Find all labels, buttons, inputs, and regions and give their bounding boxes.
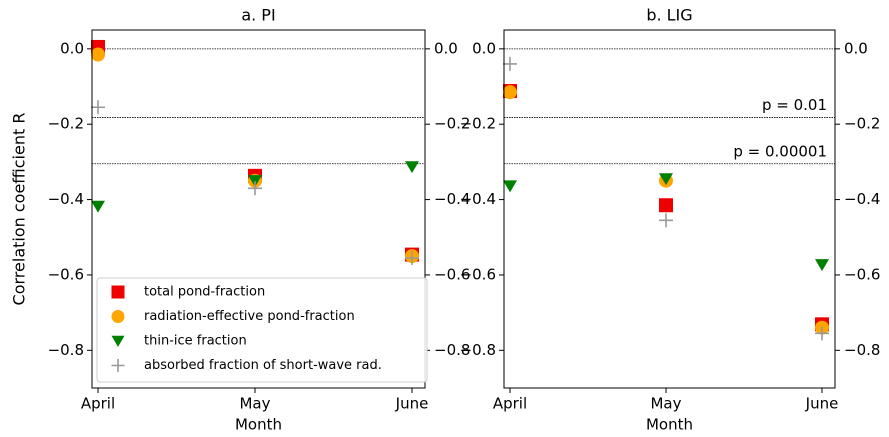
y-tick-label: −0.4 [48,190,84,208]
marker-plus [405,250,419,265]
x-tick-label: April [81,395,115,413]
y2-tick-label: −0.8 [434,341,470,359]
marker-plus [815,326,829,341]
panel-title: a. PI [241,6,275,25]
legend-label: thin-ice fraction [144,334,247,349]
y-tick-label: 0.0 [472,39,496,57]
y2-tick-label: −0.6 [434,265,470,283]
y-axis-label: Correlation coefficient R [10,113,29,306]
marker-triangle [111,335,125,347]
y2-tick-label: −0.4 [844,190,880,208]
x-axis-label: Month [235,416,282,434]
legend-box [96,277,428,383]
marker-triangle [815,259,829,272]
marker-triangle [659,173,673,186]
y-tick-label: −0.8 [460,341,496,359]
legend: total pond-fraction radiation-effective p… [96,277,428,383]
axes-frame [91,29,426,389]
y-tick-label: −0.4 [460,190,496,208]
x-axis-label: Month [646,416,693,434]
y2-tick-label: 0.0 [434,39,458,57]
marker-plus [659,213,673,228]
y2-tick-label: −0.8 [844,341,880,359]
panel-title: b. LIG [646,6,692,25]
marker-circle [503,85,517,100]
marker-plus [111,359,125,372]
marker-triangle [248,175,262,188]
legend-label: radiation-effective pond-fraction [144,309,355,324]
y2-tick-label: −0.2 [844,115,880,133]
marker-plus [91,100,105,115]
y-tick-label: −0.6 [460,265,496,283]
legend-label: absorbed fraction of short-wave rad. [144,358,382,373]
marker-square [659,198,673,213]
marker-plus [503,56,517,71]
x-tick-label: May [239,395,270,413]
legend-label: total pond-fraction [144,285,265,300]
x-tick-label: June [805,395,839,413]
y-tick-label: −0.8 [48,341,84,359]
y-tick-label: −0.2 [460,115,496,133]
marker-triangle [405,161,419,174]
x-tick-label: June [395,395,429,413]
y2-tick-label: 0.0 [844,39,868,57]
y-tick-label: −0.6 [48,265,84,283]
marker-circle [91,47,105,62]
marker-triangle [91,200,105,213]
x-tick-label: May [650,395,681,413]
x-tick-label: April [493,395,527,413]
y-tick-label: 0.0 [60,39,84,57]
reference-label: p = 0.01 [762,96,827,114]
y2-tick-label: −0.4 [434,190,470,208]
marker-square [111,285,125,299]
marker-plus [248,181,262,196]
y-tick-label: −0.2 [48,115,84,133]
reference-label: p = 0.00001 [733,142,827,160]
axes-frame [503,29,836,389]
y2-tick-label: −0.2 [434,115,470,133]
y2-tick-label: −0.6 [844,265,880,283]
marker-triangle [503,180,517,193]
marker-circle [111,310,125,323]
